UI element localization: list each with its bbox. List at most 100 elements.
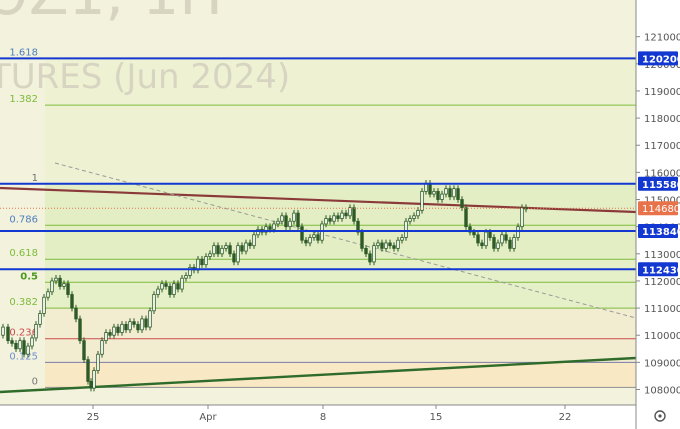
candle-body (472, 231, 476, 236)
y-tick-label: 109000 (644, 358, 680, 369)
time-axis-panel (0, 405, 636, 429)
candle-body (292, 212, 296, 222)
candle-body (132, 321, 136, 325)
level-price-tag-label: 113840 (642, 227, 680, 238)
fib-label: 0.618 (9, 248, 38, 259)
y-tick-label: 117000 (644, 141, 680, 152)
candle-body (412, 215, 416, 219)
candle-body (228, 245, 232, 255)
candle-body (304, 239, 308, 244)
candle-body (112, 326, 116, 336)
candle-body (252, 234, 256, 247)
candle-body (360, 231, 364, 249)
candle-body (288, 220, 292, 228)
candle-body (368, 253, 372, 263)
candle-body (440, 193, 444, 200)
gear-icon-ring (654, 410, 666, 422)
candle-body (92, 370, 96, 389)
candle-body (152, 294, 156, 312)
level-price-tag (638, 51, 678, 66)
candle-body (160, 283, 164, 290)
candle-body (14, 342, 18, 350)
level-price-tag-label: 112430 (642, 265, 680, 276)
candle-body (316, 234, 320, 241)
candle-body (344, 212, 348, 217)
x-tick-label: 22 (559, 412, 572, 423)
candle-body (86, 359, 90, 382)
candle-body (276, 220, 280, 225)
candle-body (128, 321, 132, 331)
candle-body (188, 266, 192, 276)
candle-body (452, 188, 456, 198)
candle-body (136, 323, 140, 331)
candle-body (70, 294, 74, 309)
candle-body (388, 242, 392, 247)
price-tags: 120200 115580 113840 112430 114680 (638, 51, 680, 422)
zone-lower (45, 308, 636, 363)
candle-body (488, 231, 492, 238)
price-candles (1, 179, 528, 392)
candle-body (180, 277, 184, 290)
candle-body (1, 326, 5, 336)
candle-body (268, 226, 272, 230)
candle-body (58, 277, 62, 287)
dashed-trendline (54, 162, 637, 319)
candle-body (74, 307, 78, 320)
level-price-tag-label: 115580 (642, 180, 680, 191)
zone-upper (45, 183, 636, 260)
candle-body (38, 313, 42, 325)
candle-body (62, 283, 66, 287)
fib-label: 1 (32, 173, 38, 184)
candle-body (22, 340, 26, 355)
zone-top (45, 58, 636, 184)
level-price-tag (638, 176, 678, 191)
candle-body (284, 215, 288, 228)
candle-body (108, 332, 112, 336)
candle-body (392, 245, 396, 249)
candle-body (240, 245, 244, 252)
candle-body (10, 340, 14, 344)
y-tick-label: 116000 (644, 168, 680, 179)
y-tick-label: 121000 (644, 33, 680, 44)
fib-label: 0 (32, 376, 38, 387)
candle-body (404, 220, 408, 238)
y-tick-label: 118000 (644, 114, 680, 125)
candle-body (356, 220, 360, 233)
candle-body (50, 280, 54, 293)
candle-body (524, 207, 528, 210)
candle-body (296, 212, 300, 228)
candle-body (468, 226, 472, 233)
y-tick-label: 110000 (644, 331, 680, 342)
candle-body (460, 199, 464, 209)
x-tick-label: Apr (199, 412, 217, 423)
candle-body (328, 218, 332, 222)
candle-body (492, 237, 496, 249)
candle-body (308, 237, 312, 244)
candle-body (464, 207, 468, 228)
candle-body (148, 310, 152, 328)
trend-lines (0, 162, 637, 394)
current-price-tag (638, 201, 678, 216)
candle-body (364, 247, 368, 255)
candle-body (420, 190, 424, 211)
support-trendline (0, 356, 637, 394)
candle-body (376, 242, 380, 247)
candle-body (396, 239, 400, 249)
horizontal-levels (0, 57, 636, 271)
candle-body (300, 226, 304, 241)
level-price-tag (638, 224, 678, 239)
candle-body (372, 245, 376, 263)
candle-body (456, 188, 460, 200)
gear-icon[interactable] (654, 410, 666, 422)
fib-label: 0.382 (9, 297, 38, 308)
candle-body (18, 340, 22, 350)
candle-body (124, 323, 128, 331)
candle-body (400, 237, 404, 241)
x-tick-label: 8 (320, 412, 326, 423)
candle-body (352, 207, 356, 222)
candle-body (320, 223, 324, 241)
candle-body (236, 245, 240, 263)
candle-body (272, 223, 276, 230)
fib-label: 0.5 (20, 271, 38, 282)
